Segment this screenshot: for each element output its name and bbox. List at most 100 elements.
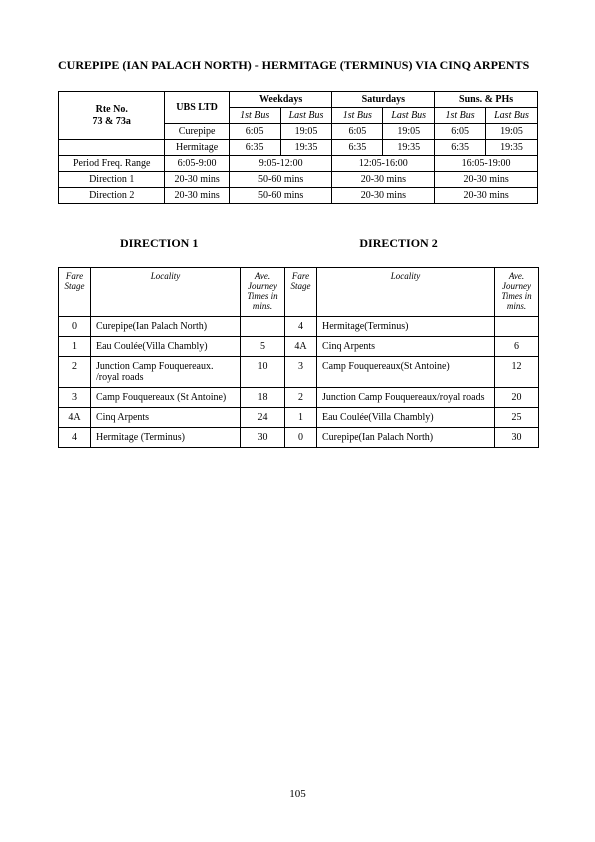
- bus-header: Last Bus: [485, 108, 537, 124]
- locality-cell: Cinq Arpents: [91, 407, 241, 427]
- time-cell: 10: [241, 356, 285, 387]
- table-row: 4Hermitage (Terminus)300Curepipe(Ian Pal…: [59, 427, 539, 447]
- table-row: Direction 1 20-30 mins 50-60 mins 20-30 …: [59, 172, 538, 188]
- table-row: Hermitage 6:35 19:35 6:35 19:35 6:35 19:…: [59, 140, 538, 156]
- bus-header: 1st Bus: [435, 108, 486, 124]
- fare-stage-cell: 4A: [59, 407, 91, 427]
- stop-name: Hermitage: [165, 140, 229, 156]
- table-row: 2Junction Camp Fouquereaux. /royal roads…: [59, 356, 539, 387]
- table-row: Period Freq. Range 6:05-9:00 9:05-12:00 …: [59, 156, 538, 172]
- fare-stage-cell: 2: [59, 356, 91, 387]
- time-cell: [241, 316, 285, 336]
- time-cell: 6:05: [229, 124, 280, 140]
- freq-cell: 20-30 mins: [435, 188, 538, 204]
- locality-cell: Eau Coulée(Villa Chambly): [317, 407, 495, 427]
- time-cell: 19:05: [280, 124, 332, 140]
- fare-stage-cell: 3: [59, 387, 91, 407]
- locality-cell: Hermitage (Terminus): [91, 427, 241, 447]
- period-cell: 6:05-9:00: [165, 156, 229, 172]
- table-row: Fare Stage Locality Ave. Journey Times i…: [59, 268, 539, 317]
- fare-stage-cell: 4: [285, 316, 317, 336]
- col-header-ave-time: Ave. Journey Times in mins.: [241, 268, 285, 317]
- freq-cell: 20-30 mins: [165, 172, 229, 188]
- direction-label: Direction 1: [59, 172, 165, 188]
- stops-table: Fare Stage Locality Ave. Journey Times i…: [58, 267, 539, 448]
- time-cell: 30: [495, 427, 539, 447]
- period-cell: 9:05-12:00: [229, 156, 332, 172]
- fare-stage-cell: 1: [285, 407, 317, 427]
- locality-cell: Camp Fouquereaux(St Antoine): [317, 356, 495, 387]
- table-row: Rte No. 73 & 73a UBS LTD Weekdays Saturd…: [59, 92, 538, 108]
- time-cell: 18: [241, 387, 285, 407]
- time-cell: 20: [495, 387, 539, 407]
- time-cell: 30: [241, 427, 285, 447]
- period-cell: 12:05-16:00: [332, 156, 435, 172]
- locality-cell: Camp Fouquereaux (St Antoine): [91, 387, 241, 407]
- locality-cell: Junction Camp Fouquereaux. /royal roads: [91, 356, 241, 387]
- period-cell: 16:05-19:00: [435, 156, 538, 172]
- direction-1-heading: DIRECTION 1: [120, 236, 198, 251]
- col-header-fare-stage: Fare Stage: [59, 268, 91, 317]
- day-header: Weekdays: [229, 92, 332, 108]
- col-header-locality: Locality: [317, 268, 495, 317]
- freq-cell: 50-60 mins: [229, 188, 332, 204]
- schedule-table: Rte No. 73 & 73a UBS LTD Weekdays Saturd…: [58, 91, 538, 204]
- locality-cell: Eau Coulée(Villa Chambly): [91, 336, 241, 356]
- time-cell: 5: [241, 336, 285, 356]
- time-cell: 6: [495, 336, 539, 356]
- period-label: Period Freq. Range: [59, 156, 165, 172]
- time-cell: 6:35: [332, 140, 383, 156]
- route-number-cell: Rte No. 73 & 73a: [59, 92, 165, 140]
- time-cell: 19:35: [383, 140, 435, 156]
- locality-cell: Curepipe(Ian Palach North): [317, 427, 495, 447]
- freq-cell: 20-30 mins: [332, 188, 435, 204]
- table-row: 0Curepipe(Ian Palach North) 4Hermitage(Te…: [59, 316, 539, 336]
- locality-cell: Junction Camp Fouquereaux/royal roads: [317, 387, 495, 407]
- fare-stage-cell: 4A: [285, 336, 317, 356]
- operator-cell: UBS LTD: [165, 92, 229, 124]
- fare-stage-cell: 3: [285, 356, 317, 387]
- time-cell: 6:05: [332, 124, 383, 140]
- direction-label: Direction 2: [59, 188, 165, 204]
- table-row: 1Eau Coulée(Villa Chambly)54ACinq Arpent…: [59, 336, 539, 356]
- bus-header: 1st Bus: [229, 108, 280, 124]
- fare-stage-cell: 0: [59, 316, 91, 336]
- bus-header: 1st Bus: [332, 108, 383, 124]
- locality-cell: Curepipe(Ian Palach North): [91, 316, 241, 336]
- time-cell: 6:35: [435, 140, 486, 156]
- page-number: 105: [0, 788, 595, 800]
- time-cell: 25: [495, 407, 539, 427]
- day-header: Suns. & PHs: [435, 92, 538, 108]
- route-title: CUREPIPE (IAN PALACH NORTH) - HERMITAGE …: [58, 58, 538, 73]
- time-cell: 6:05: [435, 124, 486, 140]
- col-header-locality: Locality: [91, 268, 241, 317]
- time-cell: 19:05: [383, 124, 435, 140]
- time-cell: 24: [241, 407, 285, 427]
- col-header-fare-stage: Fare Stage: [285, 268, 317, 317]
- table-row: Direction 2 20-30 mins 50-60 mins 20-30 …: [59, 188, 538, 204]
- bus-header: Last Bus: [383, 108, 435, 124]
- locality-cell: Cinq Arpents: [317, 336, 495, 356]
- time-cell: 19:35: [485, 140, 537, 156]
- freq-cell: 20-30 mins: [165, 188, 229, 204]
- fare-stage-cell: 4: [59, 427, 91, 447]
- fare-stage-cell: 0: [285, 427, 317, 447]
- table-row: 4ACinq Arpents241Eau Coulée(Villa Chambl…: [59, 407, 539, 427]
- day-header: Saturdays: [332, 92, 435, 108]
- table-row: 3Camp Fouquereaux (St Antoine)182Junctio…: [59, 387, 539, 407]
- col-header-ave-time: Ave. Journey Times in mins.: [495, 268, 539, 317]
- time-cell: 19:05: [485, 124, 537, 140]
- time-cell: [495, 316, 539, 336]
- time-cell: 6:35: [229, 140, 280, 156]
- stop-name: Curepipe: [165, 124, 229, 140]
- bus-header: Last Bus: [280, 108, 332, 124]
- fare-stage-cell: 2: [285, 387, 317, 407]
- time-cell: 12: [495, 356, 539, 387]
- direction-headings: DIRECTION 1 DIRECTION 2: [58, 236, 538, 251]
- locality-cell: Hermitage(Terminus): [317, 316, 495, 336]
- time-cell: 19:35: [280, 140, 332, 156]
- fare-stage-cell: 1: [59, 336, 91, 356]
- freq-cell: 50-60 mins: [229, 172, 332, 188]
- direction-2-heading: DIRECTION 2: [359, 236, 437, 251]
- freq-cell: 20-30 mins: [332, 172, 435, 188]
